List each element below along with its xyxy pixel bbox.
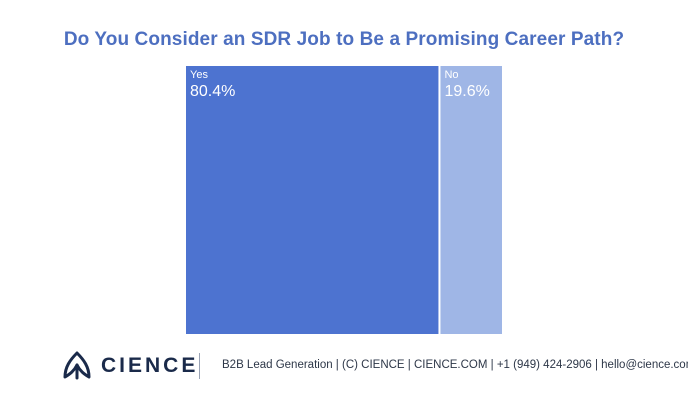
cell-value-label: 80.4% (190, 83, 235, 100)
treemap-cell-yes: Yes 80.4% (186, 66, 439, 334)
footer-divider (199, 353, 200, 379)
chart-title: Do You Consider an SDR Job to Be a Promi… (63, 29, 625, 50)
cience-leaf-icon (63, 351, 91, 380)
cell-value-label: 19.6% (444, 83, 489, 100)
treemap-rect-no (440, 66, 502, 334)
treemap-cell-no: No 19.6% (440, 66, 502, 334)
brand-logo: CIENCE (61, 351, 198, 381)
cell-category-label: Yes (190, 69, 208, 81)
logo-wordmark: CIENCE (101, 354, 199, 377)
footer-contact-text: B2B Lead Generation | (C) CIENCE | CIENC… (222, 359, 688, 371)
treemap-rect-yes (186, 66, 439, 334)
cell-category-label: No (444, 69, 458, 81)
